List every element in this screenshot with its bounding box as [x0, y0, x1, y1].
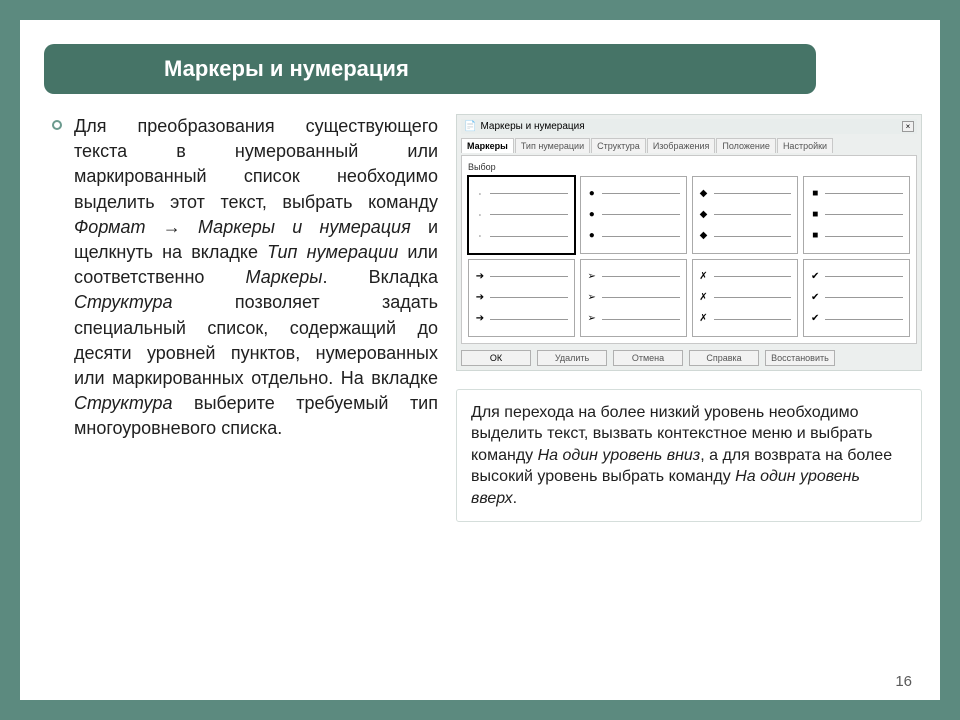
dialog-tab[interactable]: Положение	[716, 138, 776, 153]
marker-line	[714, 319, 792, 320]
dialog-button[interactable]: Восстановить	[765, 350, 835, 366]
info-box: Для перехода на более низкий уровень нео…	[456, 389, 922, 522]
info-italic-run: На один уровень вниз	[538, 447, 701, 464]
marker-line	[825, 214, 903, 215]
marker-glyph: ➢	[587, 272, 597, 282]
marker-line	[825, 319, 903, 320]
tab-body: Выбор • • • ● ● ● ◆ ◆ ◆ ■ ■ ■ ➔ ➔ ➔ ➢ ➢ ➢ ✗ ✗ ✗ ✔ ✔ ✔	[461, 155, 917, 344]
marker-glyph: ●	[587, 189, 597, 199]
dialog-button[interactable]: Удалить	[537, 350, 607, 366]
close-icon[interactable]: ×	[902, 121, 914, 132]
body-italic-run: Структура	[74, 393, 173, 413]
marker-line	[602, 236, 680, 237]
marker-option[interactable]: ◆ ◆ ◆	[692, 176, 799, 254]
marker-option[interactable]: ✔ ✔ ✔	[803, 259, 910, 337]
content-row: Для преобразования существующего текста …	[38, 114, 922, 684]
marker-option[interactable]: ● ● ●	[580, 176, 687, 254]
marker-line	[602, 276, 680, 277]
marker-glyph: ➔	[475, 272, 485, 282]
marker-glyph: ✗	[699, 272, 709, 282]
marker-glyph: •	[475, 234, 485, 238]
bullets-dialog: 📄 Маркеры и нумерация × МаркерыТип нумер…	[456, 114, 922, 371]
marker-line	[602, 297, 680, 298]
marker-line	[602, 214, 680, 215]
marker-line	[825, 297, 903, 298]
dialog-title: Маркеры и нумерация	[480, 121, 584, 132]
marker-glyph: ◆	[699, 210, 709, 220]
slide-title: Маркеры и нумерация	[164, 56, 409, 82]
marker-line	[602, 193, 680, 194]
body-italic-run: Структура	[74, 292, 173, 312]
dialog-tab[interactable]: Настройки	[777, 138, 833, 153]
dialog-tab[interactable]: Структура	[591, 138, 646, 153]
marker-option[interactable]: ✗ ✗ ✗	[692, 259, 799, 337]
dialog-tab[interactable]: Маркеры	[461, 138, 514, 153]
marker-line	[490, 297, 568, 298]
marker-glyph: ➔	[475, 293, 485, 303]
marker-glyph: •	[475, 192, 485, 196]
marker-line	[714, 276, 792, 277]
marker-glyph: ➔	[475, 314, 485, 324]
dialog-button[interactable]: ОК	[461, 350, 531, 366]
left-column: Для преобразования существующего текста …	[38, 114, 438, 684]
title-area: Маркеры и нумерация	[38, 38, 922, 100]
marker-line	[714, 193, 792, 194]
marker-glyph: ✗	[699, 314, 709, 324]
info-text-run: .	[513, 490, 517, 507]
marker-glyph: •	[475, 213, 485, 217]
body-paragraph: Для преобразования существующего текста …	[74, 114, 438, 441]
slide: Маркеры и нумерация Для преобразования с…	[20, 20, 940, 700]
body-text-run: Для преобразования существующего текста …	[74, 116, 438, 212]
marker-glyph: ◆	[699, 189, 709, 199]
marker-glyph: ✔	[810, 314, 820, 324]
title-bar: Маркеры и нумерация	[44, 44, 816, 94]
body-italic-run: Формат → Маркеры и нумерация	[74, 217, 411, 237]
marker-line	[825, 193, 903, 194]
marker-line	[490, 236, 568, 237]
marker-line	[602, 319, 680, 320]
dialog-buttons: ОК Удалить Отмена Справка Восстановить	[461, 350, 917, 366]
dialog-icon: 📄	[464, 121, 476, 132]
marker-option[interactable]: ■ ■ ■	[803, 176, 910, 254]
marker-line	[490, 276, 568, 277]
marker-line	[714, 236, 792, 237]
marker-glyph: ■	[810, 189, 820, 199]
marker-option[interactable]: ➔ ➔ ➔	[468, 259, 575, 337]
marker-line	[714, 214, 792, 215]
marker-glyph: ◆	[699, 231, 709, 241]
marker-glyph: ●	[587, 210, 597, 220]
page-number: 16	[895, 673, 912, 690]
marker-line	[825, 236, 903, 237]
marker-glyph: ✔	[810, 272, 820, 282]
marker-line	[490, 214, 568, 215]
right-column: 📄 Маркеры и нумерация × МаркерыТип нумер…	[456, 114, 922, 684]
marker-glyph: ■	[810, 210, 820, 220]
marker-glyph: ✗	[699, 293, 709, 303]
marker-glyph: ✔	[810, 293, 820, 303]
marker-line	[490, 193, 568, 194]
marker-glyph: ●	[587, 231, 597, 241]
body-italic-run: Тип нумерации	[267, 242, 398, 262]
marker-glyph: ■	[810, 231, 820, 241]
bullet-ring-icon	[52, 120, 62, 130]
marker-option[interactable]: • • •	[468, 176, 575, 254]
dialog-tab[interactable]: Изображения	[647, 138, 716, 153]
dialog-titlebar: 📄 Маркеры и нумерация ×	[461, 119, 917, 134]
marker-line	[490, 319, 568, 320]
marker-option[interactable]: ➢ ➢ ➢	[580, 259, 687, 337]
marker-line	[825, 276, 903, 277]
body-text-run: . Вкладка	[323, 267, 439, 287]
dialog-button[interactable]: Справка	[689, 350, 759, 366]
section-label: Выбор	[468, 162, 910, 172]
dialog-tab[interactable]: Тип нумерации	[515, 138, 590, 153]
marker-grid: • • • ● ● ● ◆ ◆ ◆ ■ ■ ■ ➔ ➔ ➔ ➢ ➢ ➢ ✗ ✗ ✗ ✔ ✔ ✔	[468, 176, 910, 337]
body-italic-run: Маркеры	[246, 267, 323, 287]
dialog-tabs: МаркерыТип нумерацииСтруктураИзображения…	[461, 138, 917, 153]
marker-glyph: ➢	[587, 293, 597, 303]
dialog-button[interactable]: Отмена	[613, 350, 683, 366]
marker-glyph: ➢	[587, 314, 597, 324]
marker-line	[714, 297, 792, 298]
